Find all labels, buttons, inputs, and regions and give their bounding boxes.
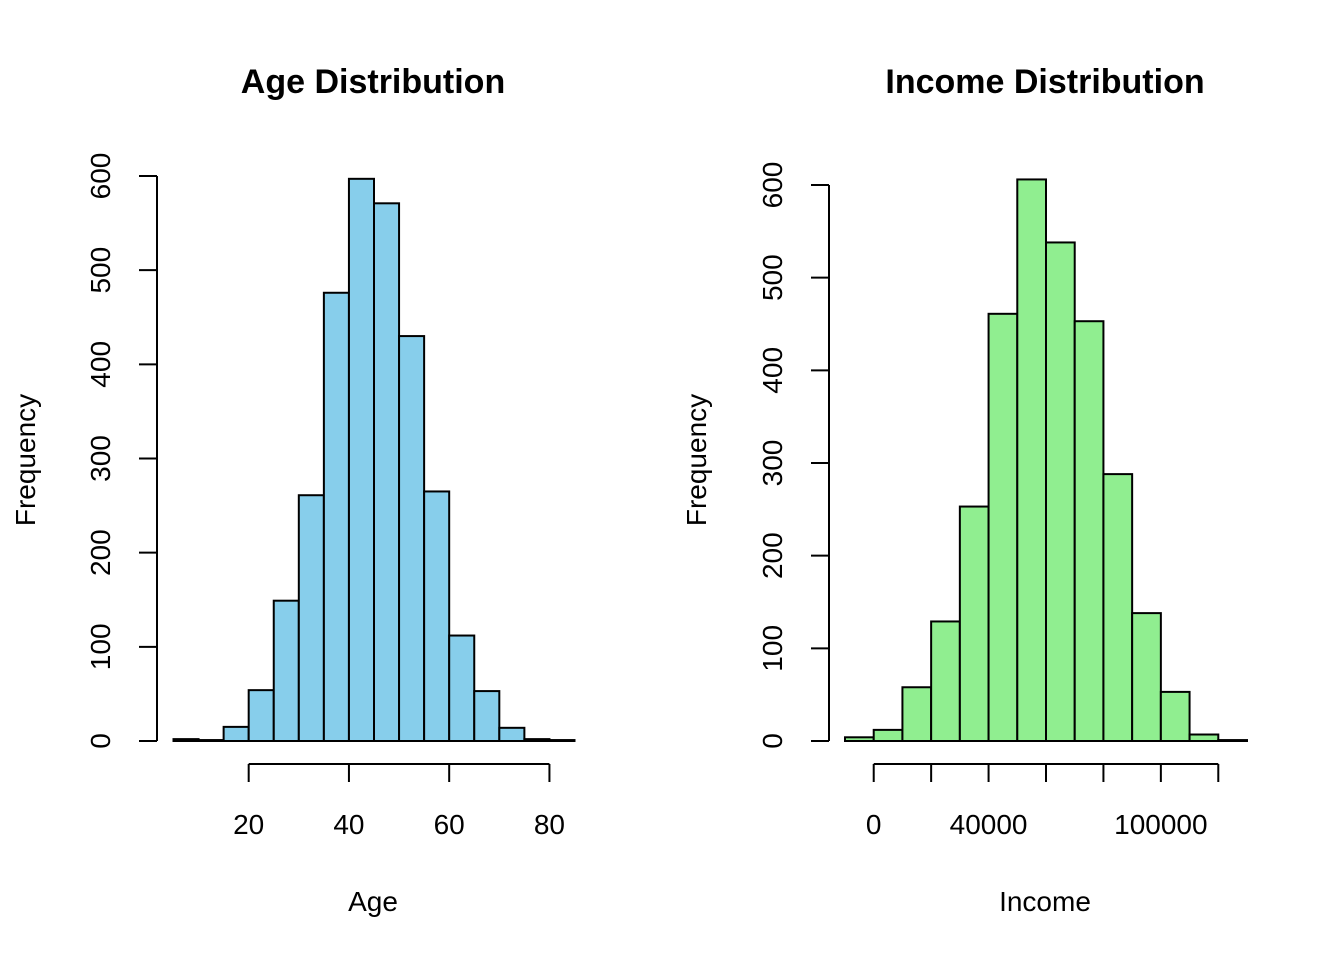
income-y-axis-label: Frequency: [681, 394, 712, 526]
age-bar: [172, 738, 200, 742]
income-y-tick-label: 600: [757, 162, 788, 209]
age-y-tick-label: 100: [85, 623, 116, 670]
age-y-tick-label: 400: [85, 341, 116, 388]
income-bar: [1102, 473, 1134, 742]
age-x-axis-label: Age: [348, 886, 398, 917]
age-y-tick-label: 200: [85, 529, 116, 576]
age-y-axis: 0 100 200 300 400 500 600: [85, 153, 158, 749]
income-bar: [872, 728, 904, 743]
income-bar: [987, 312, 1019, 742]
age-bars: [172, 177, 576, 743]
age-bar: [297, 494, 325, 742]
age-bar: [373, 202, 401, 742]
age-x-tick-label: 40: [333, 809, 364, 840]
age-bar: [548, 739, 576, 743]
income-x-axis: 0 40000 100000: [866, 763, 1220, 840]
age-bar: [322, 291, 350, 742]
age-bar: [222, 725, 250, 742]
income-bar: [1131, 612, 1162, 742]
age-y-tick-label: 300: [85, 435, 116, 482]
income-bar: [1073, 320, 1105, 742]
income-y-tick-label: 100: [757, 625, 788, 672]
age-bar: [272, 599, 300, 742]
age-x-tick-label: 80: [534, 809, 565, 840]
income-bar: [901, 686, 933, 743]
age-bar: [347, 177, 375, 742]
age-bar: [247, 689, 275, 743]
income-y-tick-label: 300: [757, 440, 788, 487]
age-bar: [473, 690, 501, 743]
age-y-tick-label: 600: [85, 153, 116, 200]
age-chart-title: Age Distribution: [241, 63, 505, 101]
age-y-tick-label: 0: [85, 733, 116, 749]
income-x-axis-label: Income: [999, 886, 1091, 917]
age-y-axis-label: Frequency: [10, 394, 41, 526]
age-histogram-panel: Age Distribution Age Frequency 20 40 60 80 …: [10, 63, 576, 917]
income-x-tick-label: 40000: [950, 809, 1028, 840]
income-histogram-panel: Income Distribution Income Frequency 0 40…: [681, 63, 1249, 917]
age-bar: [448, 634, 476, 742]
age-x-tick-label: 60: [434, 809, 465, 840]
age-bar: [398, 335, 426, 742]
income-bar: [1045, 241, 1076, 742]
income-chart-title: Income Distribution: [885, 63, 1204, 101]
income-bar: [930, 620, 961, 743]
income-bar: [1217, 739, 1249, 742]
income-bar: [958, 505, 990, 743]
age-x-axis: 20 40 60 80: [233, 763, 565, 840]
income-bars: [844, 178, 1249, 743]
income-y-tick-label: 0: [757, 733, 788, 749]
income-y-axis: 0 100 200 300 400 500 600: [757, 162, 830, 749]
income-x-tick-label: 0: [866, 809, 882, 840]
age-x-tick-label: 20: [233, 809, 264, 840]
age-y-tick-label: 500: [85, 247, 116, 294]
age-bar: [498, 726, 526, 742]
income-bar: [1016, 178, 1047, 742]
age-bar: [523, 738, 551, 742]
income-bar: [1159, 690, 1191, 742]
income-y-tick-label: 200: [757, 532, 788, 579]
income-bar: [844, 736, 875, 743]
income-y-tick-label: 400: [757, 347, 788, 394]
income-bar: [1188, 733, 1220, 742]
age-bar: [197, 739, 225, 743]
income-x-tick-label: 100000: [1114, 809, 1207, 840]
income-y-tick-label: 500: [757, 254, 788, 301]
age-bar: [423, 490, 451, 743]
